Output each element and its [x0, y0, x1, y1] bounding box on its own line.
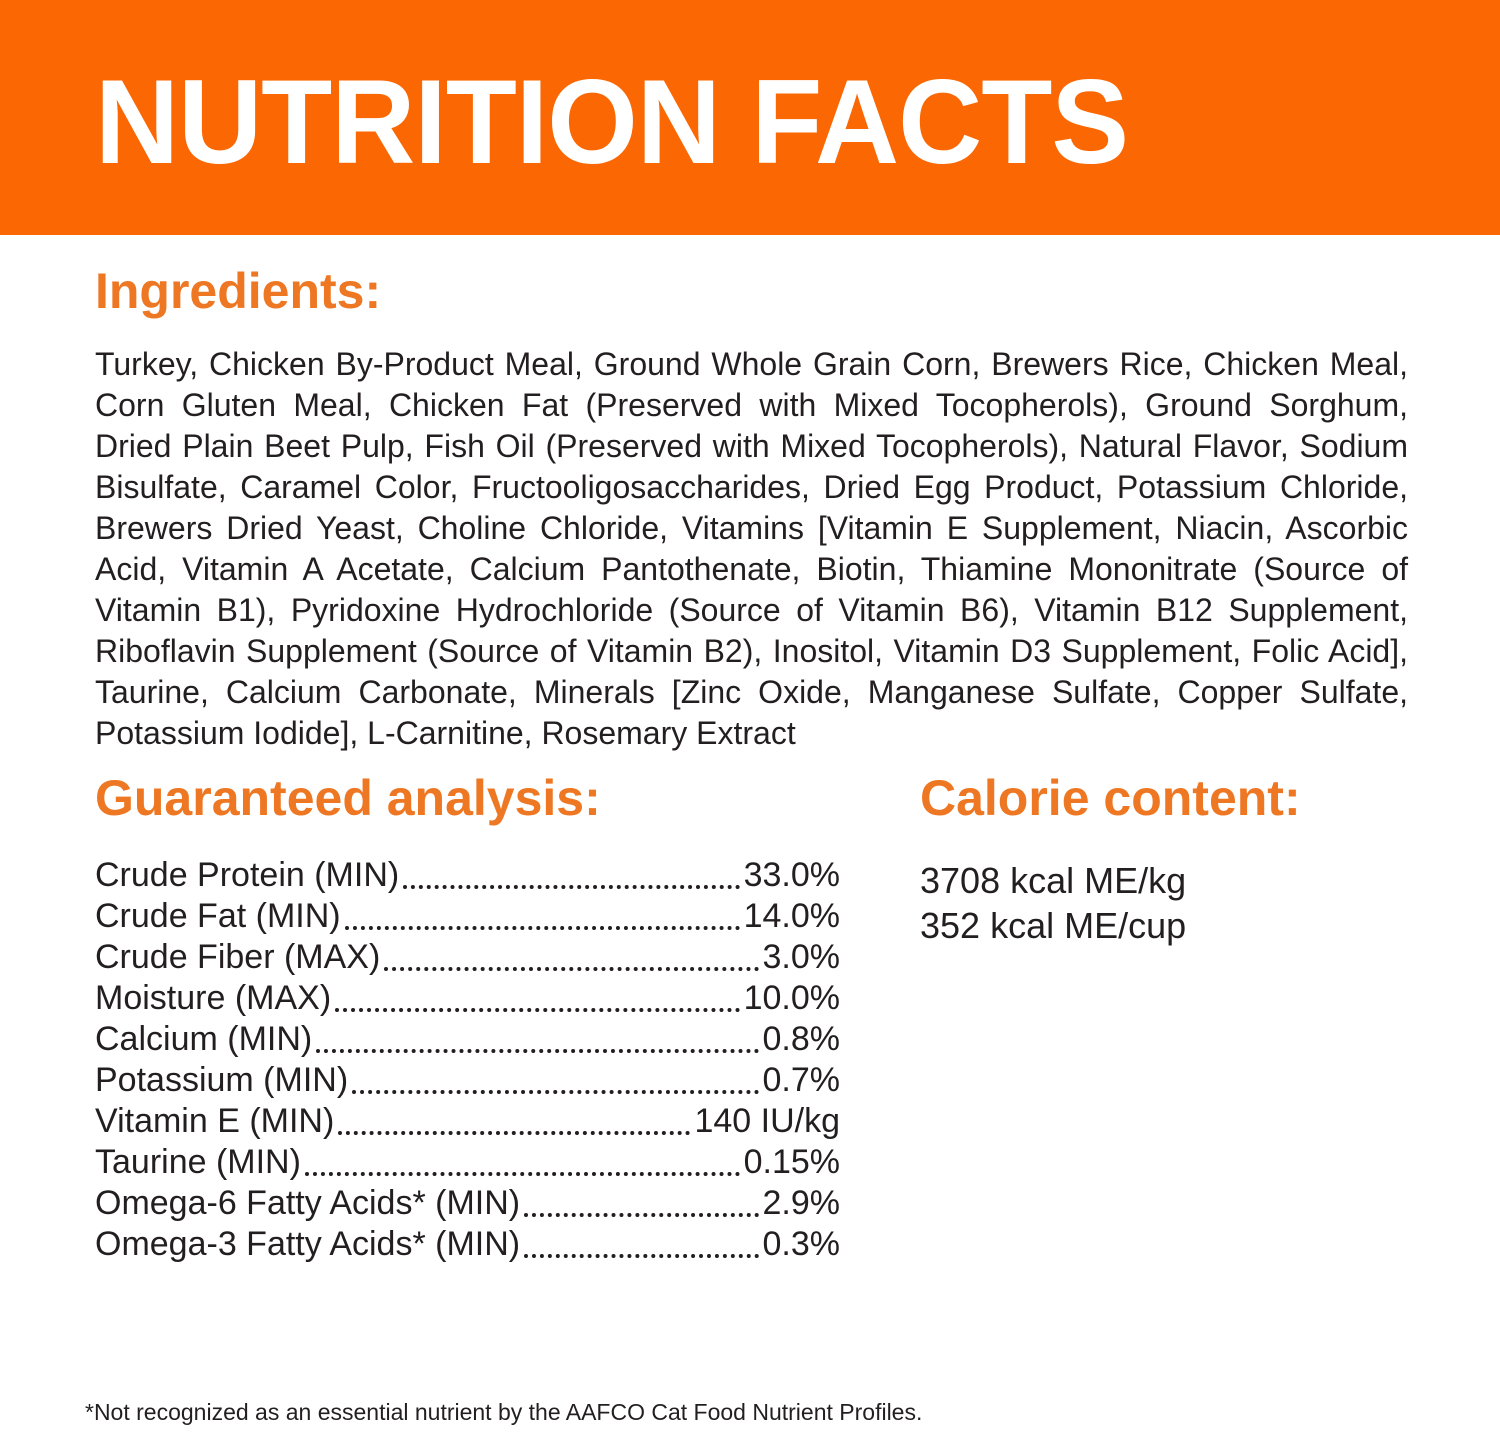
analysis-label: Taurine (MIN) [95, 1143, 301, 1181]
analysis-row: Vitamin E (MIN) 140 IU/kg [95, 1101, 840, 1142]
analysis-row: Taurine (MIN) 0.15% [95, 1142, 840, 1183]
dot-leader [524, 1183, 759, 1217]
calorie-content-section: Calorie content: 3708 kcal ME/kg 352 kcal… [920, 768, 1408, 1265]
analysis-row: Omega-3 Fatty Acids* (MIN) 0.3% [95, 1224, 840, 1265]
analysis-value: 33.0% [743, 856, 840, 894]
calorie-line: 352 kcal ME/cup [920, 905, 1187, 946]
analysis-value: 140 IU/kg [694, 1102, 840, 1140]
ingredients-heading: Ingredients: [95, 263, 382, 319]
label-content: Ingredients: Turkey, Chicken By-Product … [0, 235, 1500, 1265]
analysis-label: Omega-6 Fatty Acids* (MIN) [95, 1184, 521, 1222]
analysis-label: Omega-3 Fatty Acids* (MIN) [95, 1225, 521, 1263]
footnote: *Not recognized as an essential nutrient… [85, 1399, 923, 1425]
analysis-calorie-columns: Guaranteed analysis: Crude Protein (MIN)… [95, 768, 1408, 1265]
dot-leader [338, 1101, 691, 1135]
analysis-value: 10.0% [743, 979, 840, 1017]
dot-leader [403, 855, 740, 889]
guaranteed-analysis-section: Guaranteed analysis: Crude Protein (MIN)… [95, 768, 840, 1265]
dot-leader [352, 1060, 759, 1094]
dot-leader [304, 1142, 740, 1176]
analysis-value: 3.0% [762, 938, 841, 976]
analysis-value: 0.3% [762, 1225, 841, 1263]
analysis-value: 0.8% [762, 1020, 841, 1058]
analysis-label: Moisture (MAX) [95, 979, 332, 1017]
calorie-line: 3708 kcal ME/kg [920, 860, 1187, 901]
analysis-row: Crude Fiber (MAX) 3.0% [95, 937, 840, 978]
ingredients-text: Turkey, Chicken By-Product Meal, Ground … [95, 346, 1408, 751]
dot-leader [316, 1019, 759, 1053]
analysis-value: 0.15% [743, 1143, 840, 1181]
analysis-row: Omega-6 Fatty Acids* (MIN) 2.9% [95, 1183, 840, 1224]
analysis-table: Crude Protein (MIN) 33.0% Crude Fat (MIN) 1… [95, 855, 840, 1265]
analysis-label: Calcium (MIN) [95, 1020, 313, 1058]
analysis-value: 2.9% [762, 1184, 841, 1222]
dot-leader [384, 937, 759, 971]
dot-leader [335, 978, 740, 1012]
analysis-row: Potassium (MIN) 0.7% [95, 1060, 840, 1101]
analysis-label: Potassium (MIN) [95, 1061, 349, 1099]
calorie-content-heading: Calorie content: [920, 770, 1301, 826]
dot-leader [524, 1224, 759, 1258]
analysis-row: Crude Protein (MIN) 33.0% [95, 855, 840, 896]
analysis-row: Crude Fat (MIN) 14.0% [95, 896, 840, 937]
header-banner: NUTRITION FACTS [0, 0, 1500, 235]
guaranteed-analysis-heading: Guaranteed analysis: [95, 770, 601, 826]
analysis-label: Crude Fiber (MAX) [95, 938, 381, 976]
dot-leader [344, 896, 740, 930]
page-title: NUTRITION FACTS [95, 54, 1129, 189]
analysis-row: Calcium (MIN) 0.8% [95, 1019, 840, 1060]
analysis-label: Crude Fat (MIN) [95, 897, 341, 935]
analysis-label: Crude Protein (MIN) [95, 856, 400, 894]
analysis-label: Vitamin E (MIN) [95, 1102, 335, 1140]
analysis-value: 0.7% [762, 1061, 841, 1099]
analysis-row: Moisture (MAX) 10.0% [95, 978, 840, 1019]
calorie-lines: 3708 kcal ME/kg 352 kcal ME/cup [920, 858, 1408, 948]
analysis-value: 14.0% [743, 897, 840, 935]
